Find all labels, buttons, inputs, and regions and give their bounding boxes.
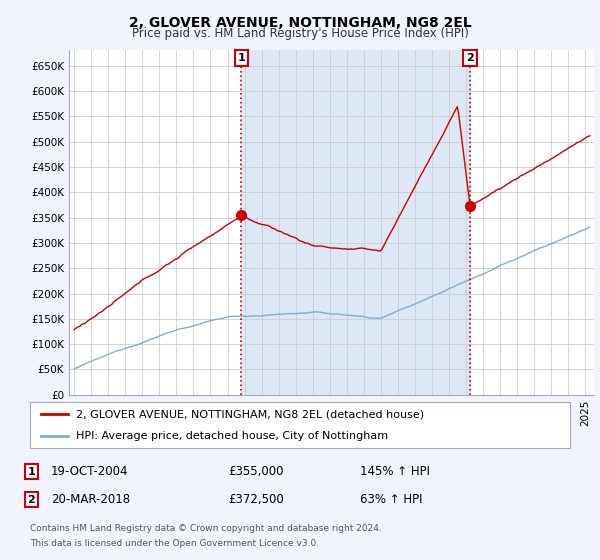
Bar xyxy=(241,50,470,395)
Text: £372,500: £372,500 xyxy=(228,493,284,506)
Text: 2, GLOVER AVENUE, NOTTINGHAM, NG8 2EL: 2, GLOVER AVENUE, NOTTINGHAM, NG8 2EL xyxy=(128,16,472,30)
Text: 2: 2 xyxy=(466,53,474,63)
Text: 20-MAR-2018: 20-MAR-2018 xyxy=(51,493,130,506)
Text: 2: 2 xyxy=(28,494,35,505)
Text: 2, GLOVER AVENUE, NOTTINGHAM, NG8 2EL (detached house): 2, GLOVER AVENUE, NOTTINGHAM, NG8 2EL (d… xyxy=(76,409,424,419)
Text: 1: 1 xyxy=(237,53,245,63)
Text: 63% ↑ HPI: 63% ↑ HPI xyxy=(360,493,422,506)
Text: 1: 1 xyxy=(28,466,35,477)
Text: This data is licensed under the Open Government Licence v3.0.: This data is licensed under the Open Gov… xyxy=(30,539,319,548)
Text: Price paid vs. HM Land Registry's House Price Index (HPI): Price paid vs. HM Land Registry's House … xyxy=(131,27,469,40)
Text: 145% ↑ HPI: 145% ↑ HPI xyxy=(360,465,430,478)
Text: HPI: Average price, detached house, City of Nottingham: HPI: Average price, detached house, City… xyxy=(76,431,388,441)
Text: Contains HM Land Registry data © Crown copyright and database right 2024.: Contains HM Land Registry data © Crown c… xyxy=(30,524,382,533)
Text: 19-OCT-2004: 19-OCT-2004 xyxy=(51,465,128,478)
Text: £355,000: £355,000 xyxy=(228,465,284,478)
